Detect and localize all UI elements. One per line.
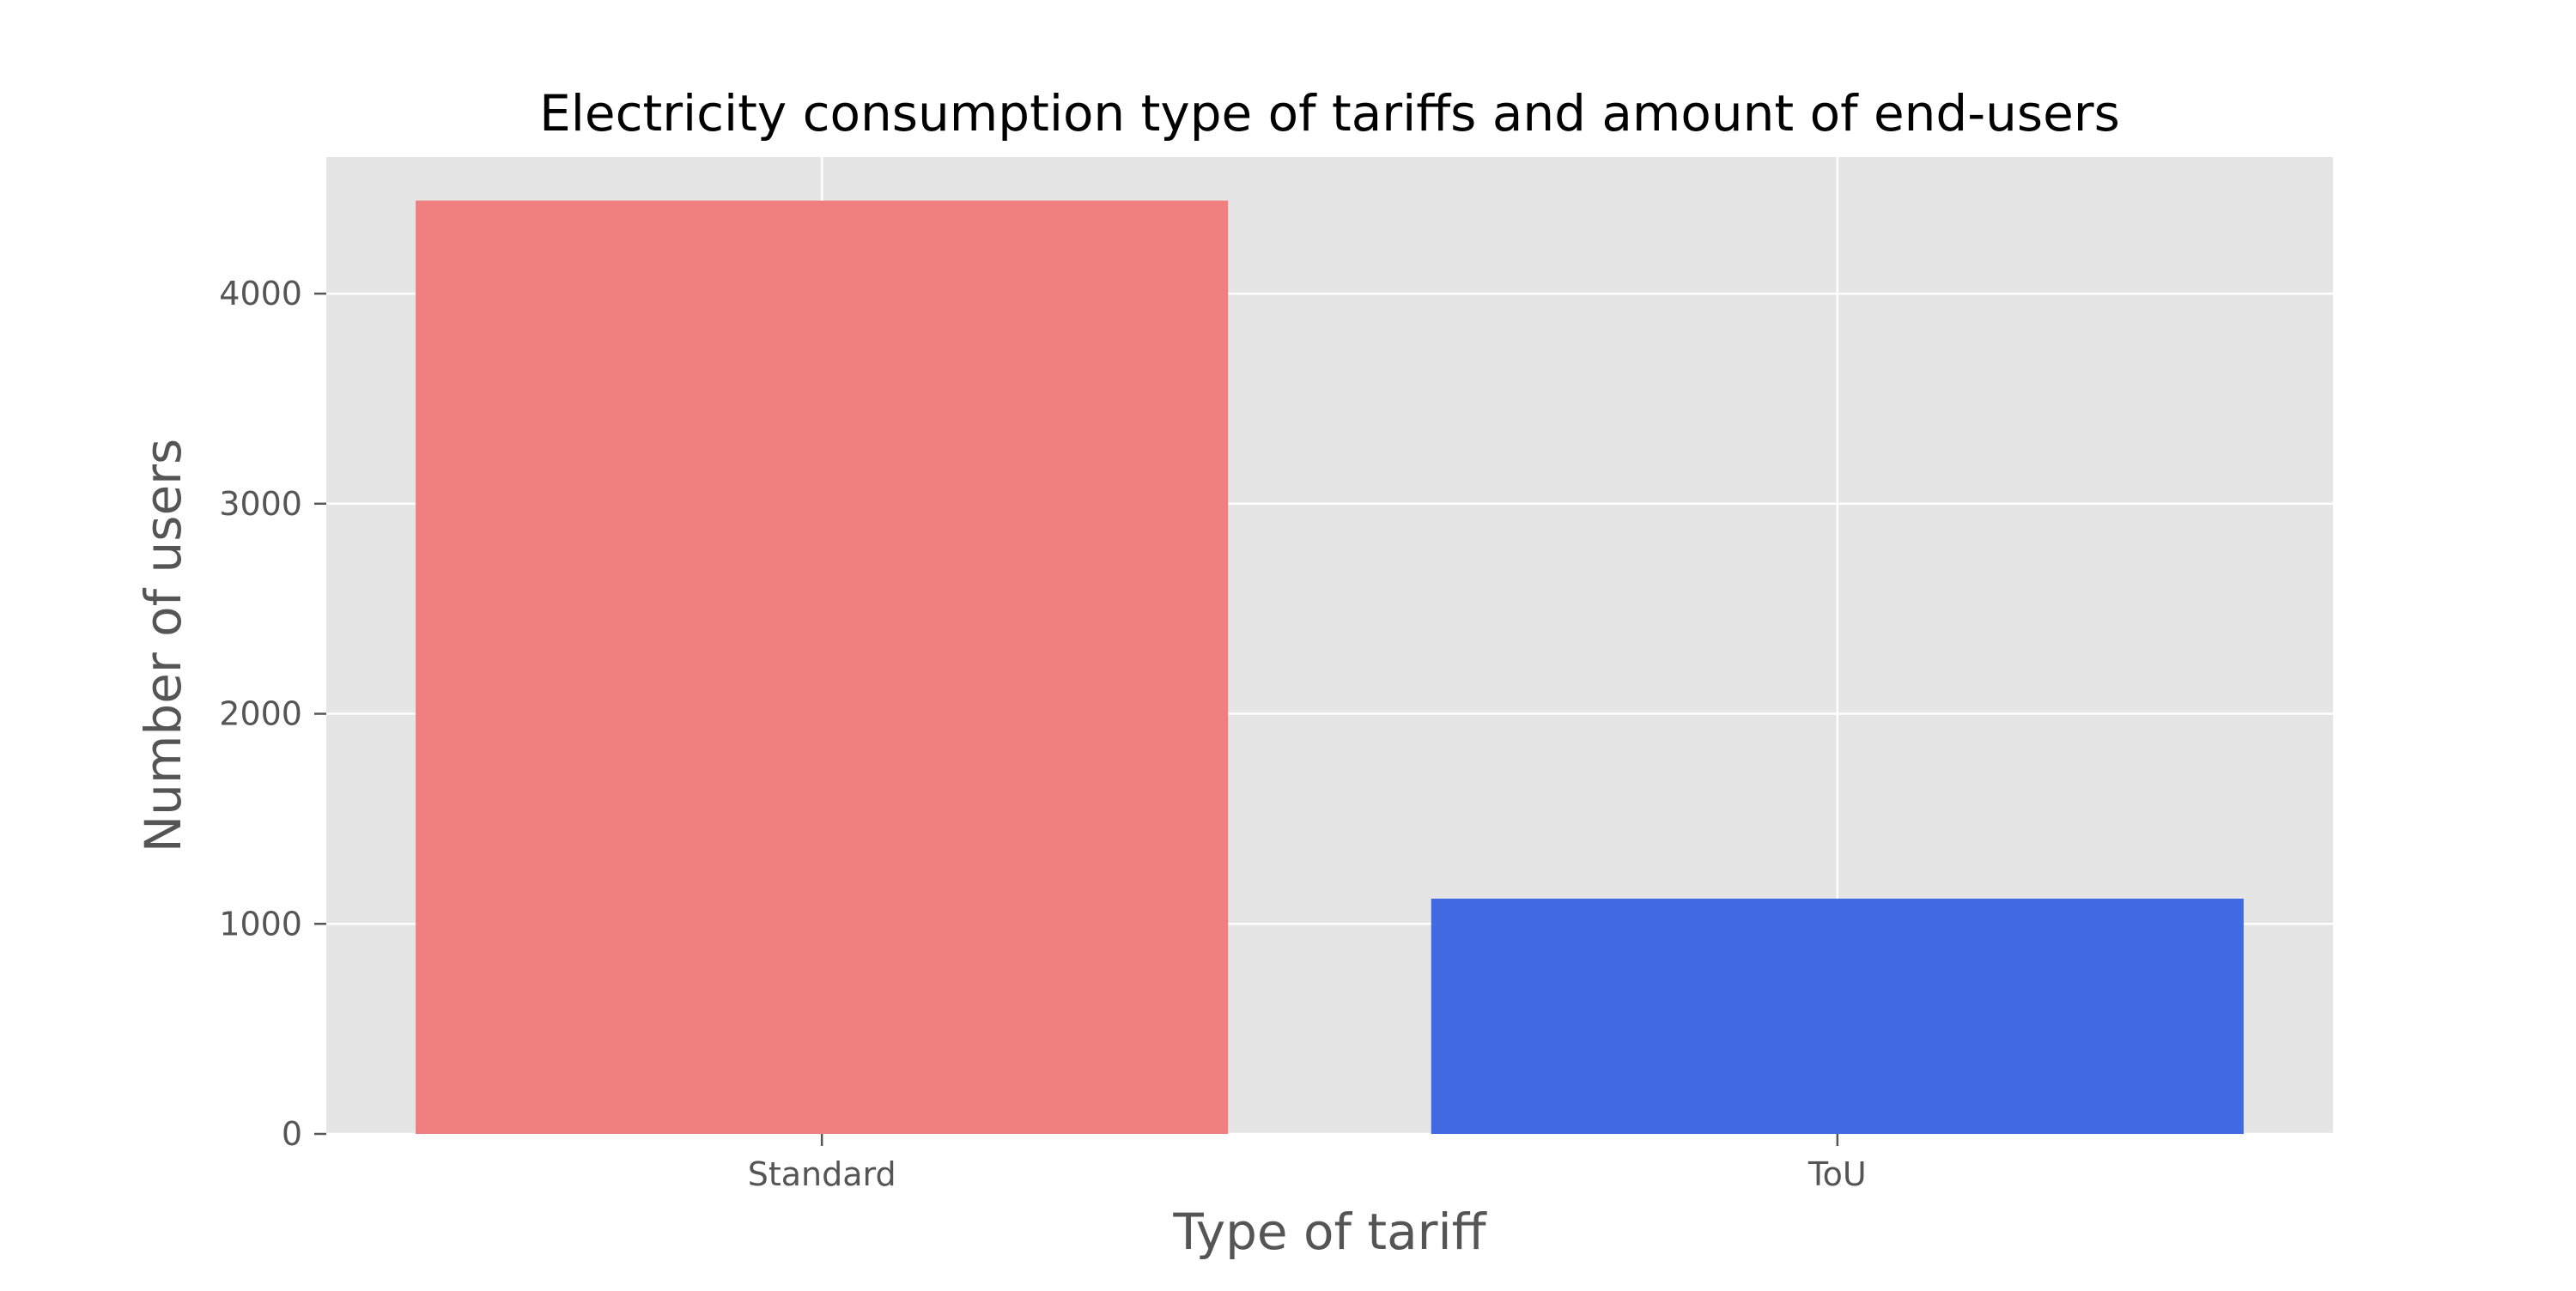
chart-title: Electricity consumption type of tariffs … — [539, 84, 2120, 142]
x-axis-ticks: Standard ToU — [748, 1134, 1867, 1193]
y-tick-label: 1000 — [219, 905, 302, 942]
bars — [416, 200, 2244, 1135]
y-axis-label: Number of users — [134, 439, 192, 853]
bar-standard — [416, 200, 1229, 1135]
y-tick-label: 2000 — [219, 695, 302, 733]
y-axis-ticks: 0 1000 2000 3000 4000 — [219, 275, 326, 1153]
y-tick-label: 3000 — [219, 485, 302, 523]
x-axis-label: Type of tariff — [1172, 1203, 1487, 1261]
x-tick-label: ToU — [1807, 1155, 1867, 1193]
y-tick-label: 4000 — [219, 275, 302, 312]
x-tick-label: Standard — [748, 1155, 896, 1193]
y-tick-label: 0 — [282, 1115, 302, 1153]
bar-tou — [1431, 898, 2244, 1134]
